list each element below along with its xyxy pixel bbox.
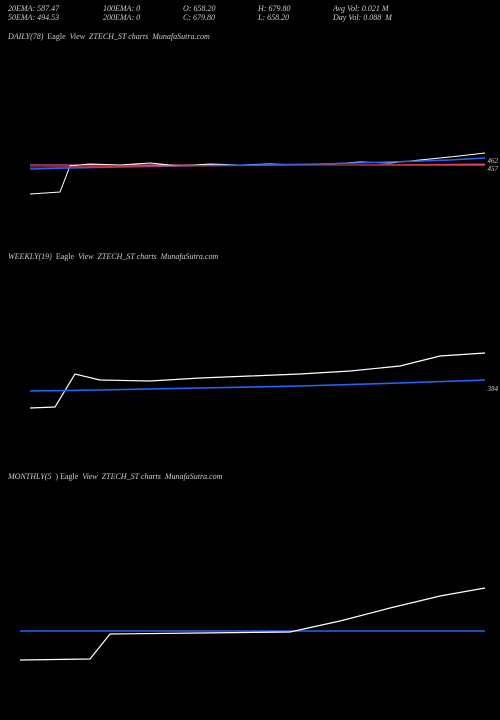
daily-panel: DAILY(78) Eagle View ZTECH_ST charts Mun… <box>0 26 500 246</box>
axis-tick-label: 384 <box>488 386 499 393</box>
stat-close: C:679.80 <box>183 13 258 22</box>
price-line <box>20 588 485 660</box>
price-line <box>30 353 485 408</box>
stat-20ema: 20EMA:587.47 <box>8 4 103 13</box>
weekly-chart <box>0 246 500 466</box>
axis-tick-label: 462 <box>488 158 499 165</box>
daily-chart <box>0 26 500 246</box>
stat-50ema: 50EMA:494.53 <box>8 13 103 22</box>
weekly-panel: WEEKLY(19) Eagle View ZTECH_ST charts Mu… <box>0 246 500 466</box>
stat-avgvol: Avg Vol:0.021 M <box>333 4 453 13</box>
stat-200ema: 200EMA:0 <box>103 13 183 22</box>
ema-blue-line <box>30 158 485 169</box>
axis-tick-label: 457 <box>488 166 499 173</box>
stat-open: O:658.20 <box>183 4 258 13</box>
header-stats: 20EMA:587.47 100EMA:0 O:658.20 H:679.80 … <box>0 0 500 26</box>
price-line <box>30 153 485 194</box>
stat-low: L:658.20 <box>258 13 333 22</box>
stat-high: H:679.80 <box>258 4 333 13</box>
monthly-chart <box>0 466 500 686</box>
stat-100ema: 100EMA:0 <box>103 4 183 13</box>
ema-blue-line <box>30 380 485 391</box>
stat-dayvol: Day Vol:0.088 M <box>333 13 453 22</box>
monthly-panel: MONTHLY(5 ) Eagle View ZTECH_ST charts M… <box>0 466 500 686</box>
